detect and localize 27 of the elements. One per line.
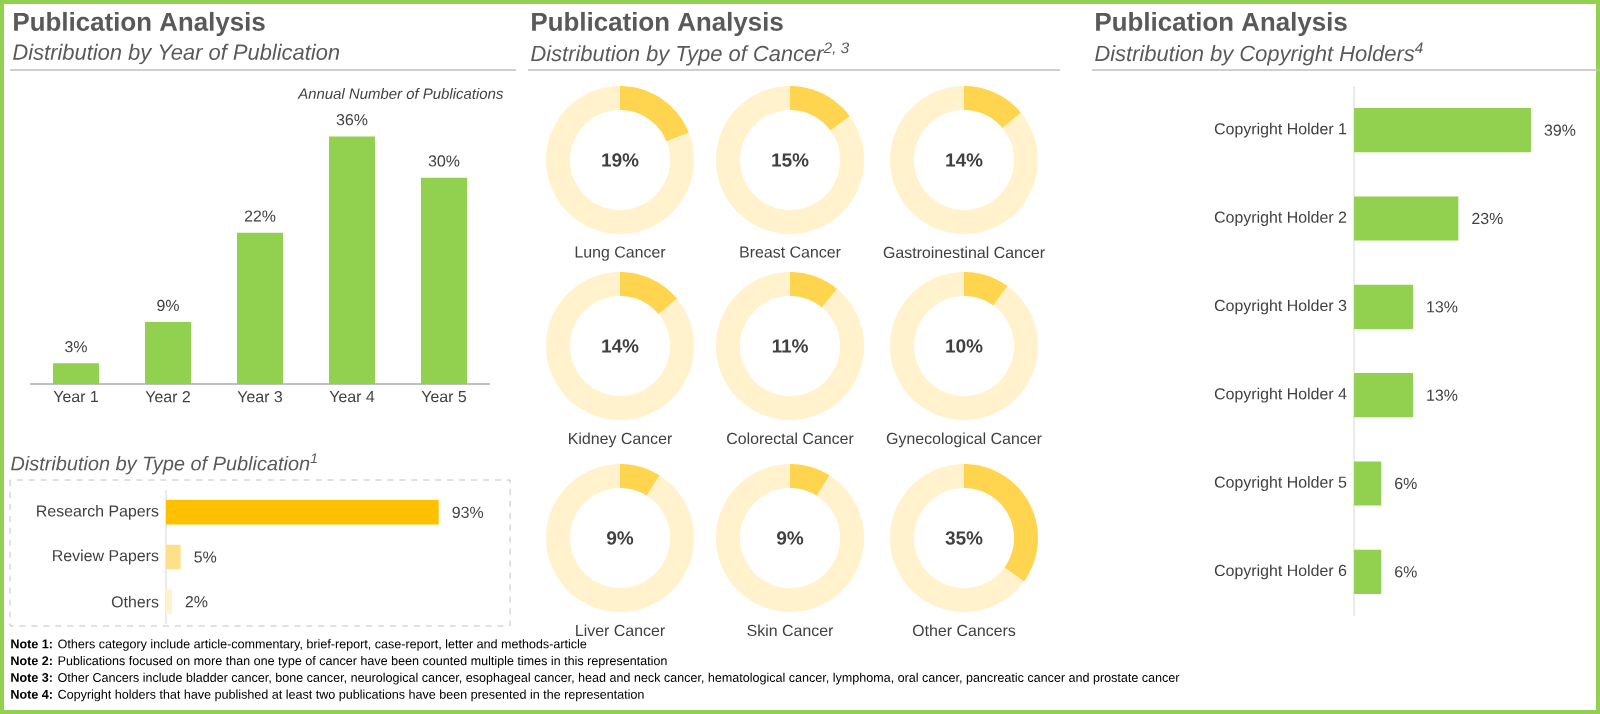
bar xyxy=(237,232,284,384)
text: 14% xyxy=(602,339,639,353)
text: 19% xyxy=(602,153,639,167)
text: 9% xyxy=(606,531,634,545)
bar xyxy=(421,177,468,384)
chart-title: Publication Analysis xyxy=(14,11,265,37)
bar xyxy=(145,322,192,384)
bar xyxy=(329,136,376,384)
chart-subtitle: Distribution by Year of Publication xyxy=(13,43,340,65)
chart-title: Publication Analysis xyxy=(1096,11,1347,37)
bar xyxy=(1354,284,1413,329)
text: 15% xyxy=(772,153,809,167)
chart-title: Distribution by Type of Publication$^{1}$ xyxy=(11,453,317,475)
bar xyxy=(53,363,100,384)
text: 14% xyxy=(946,153,983,167)
bar xyxy=(1354,373,1413,418)
text: 35% xyxy=(945,531,983,545)
bar xyxy=(1354,196,1459,241)
bar xyxy=(1354,461,1382,506)
bar xyxy=(1354,108,1531,153)
text: Distribution by Type of Cancer$^{2, 3}$ xyxy=(531,42,850,66)
text: 10% xyxy=(946,339,983,353)
text: 11% xyxy=(772,339,808,353)
chart-subtitle: Distribution by Copyright Holders$^{4}$ xyxy=(1095,42,1423,66)
text: 9% xyxy=(777,531,804,545)
bar xyxy=(1354,549,1382,594)
text: Publication Analysis xyxy=(532,11,783,37)
